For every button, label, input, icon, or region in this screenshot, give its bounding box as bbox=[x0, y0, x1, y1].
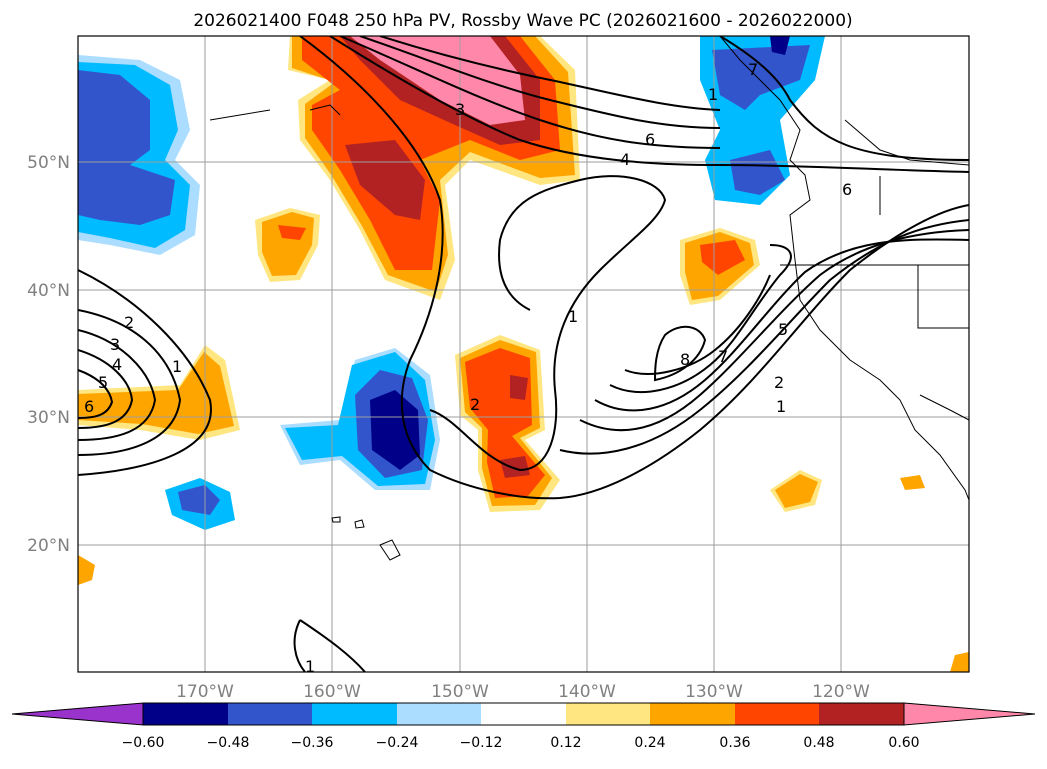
contour-label: 8 bbox=[680, 350, 690, 369]
colorbar-tick: 0.12 bbox=[550, 735, 581, 751]
lat-label-50: 50°N bbox=[27, 153, 70, 173]
map-area: 2 3 4 5 6 1 2 1 1 8 7 5 2 1 4 6 3 6 7 1 bbox=[78, 36, 969, 676]
lat-label-30: 30°N bbox=[27, 408, 70, 428]
colorbar-tick: −0.48 bbox=[207, 735, 250, 751]
map-border bbox=[77, 35, 970, 673]
figure-title: 2026021400 F048 250 hPa PV, Rossby Wave … bbox=[193, 11, 852, 31]
contour-label: 2 bbox=[124, 313, 134, 332]
contour-label: 1 bbox=[305, 657, 315, 676]
contour-label: 6 bbox=[842, 180, 852, 199]
contour-label: 1 bbox=[708, 85, 718, 104]
contour-label: 7 bbox=[748, 60, 758, 79]
lon-label-150w: 150°W bbox=[431, 682, 489, 702]
lon-label-170w: 170°W bbox=[176, 682, 234, 702]
colorbar-tick: −0.12 bbox=[460, 735, 503, 751]
contour-label: 6 bbox=[84, 397, 94, 416]
colorbar: −0.60 −0.48 −0.36 −0.24 −0.12 0.12 0.24 … bbox=[11, 702, 1036, 751]
longitude-labels: 170°W 160°W 150°W 140°W 130°W 120°W bbox=[176, 682, 870, 702]
colorbar-segment bbox=[143, 703, 228, 725]
colorbar-tick: 0.60 bbox=[888, 735, 919, 751]
contour-lines bbox=[78, 36, 969, 672]
colorbar-tick: −0.36 bbox=[291, 735, 334, 751]
contour-label: 2 bbox=[774, 373, 784, 392]
colorbar-tick: 0.24 bbox=[634, 735, 665, 751]
colorbar-segment bbox=[397, 703, 481, 725]
colorbar-tick: 0.36 bbox=[719, 735, 750, 751]
lat-label-20: 20°N bbox=[27, 536, 70, 556]
colorbar-segment bbox=[650, 703, 735, 725]
colorbar-segment bbox=[566, 703, 650, 725]
colorbar-extend-left bbox=[11, 702, 144, 726]
contour-label: 3 bbox=[110, 335, 120, 354]
gridlines bbox=[78, 36, 969, 672]
negative-anomaly-central bbox=[280, 348, 440, 490]
colorbar-segment bbox=[819, 703, 904, 725]
contour-label: 1 bbox=[172, 357, 182, 376]
colorbar-segment bbox=[228, 703, 312, 725]
negative-anomaly-north-east bbox=[700, 36, 825, 205]
colorbar-ticks: −0.60 −0.48 −0.36 −0.24 −0.12 0.12 0.24 … bbox=[122, 735, 920, 751]
lon-label-140w: 140°W bbox=[558, 682, 616, 702]
colorbar-segment bbox=[312, 703, 397, 725]
contour-label: 5 bbox=[778, 320, 788, 339]
colorbar-segment bbox=[735, 703, 819, 725]
colorbar-tick: 0.48 bbox=[803, 735, 834, 751]
lat-label-40: 40°N bbox=[27, 281, 70, 301]
contour-label: 7 bbox=[718, 347, 728, 366]
contour-label: 4 bbox=[112, 355, 122, 374]
colorbar-tick: −0.24 bbox=[376, 735, 419, 751]
lon-label-120w: 120°W bbox=[812, 682, 870, 702]
contour-label: 1 bbox=[776, 397, 786, 416]
colorbar-segment bbox=[481, 703, 566, 725]
lon-label-130w: 130°W bbox=[685, 682, 743, 702]
contour-label: 5 bbox=[98, 373, 108, 392]
coastlines bbox=[209, 36, 969, 561]
colorbar-extend-right bbox=[903, 702, 1036, 726]
negative-anomaly-west bbox=[78, 55, 200, 255]
contour-label: 6 bbox=[645, 130, 655, 149]
contour-label: 1 bbox=[568, 307, 578, 326]
contour-label: 3 bbox=[455, 100, 465, 119]
latitude-labels: 50°N 40°N 30°N 20°N bbox=[27, 153, 70, 556]
positive-anomaly-north bbox=[288, 36, 580, 300]
contour-labels: 2 3 4 5 6 1 2 1 1 8 7 5 2 1 4 6 3 6 7 1 bbox=[84, 60, 852, 676]
contour-label: 2 bbox=[470, 395, 480, 414]
contour-label: 4 bbox=[620, 150, 630, 169]
lon-label-160w: 160°W bbox=[303, 682, 361, 702]
colorbar-tick: −0.60 bbox=[122, 735, 165, 751]
